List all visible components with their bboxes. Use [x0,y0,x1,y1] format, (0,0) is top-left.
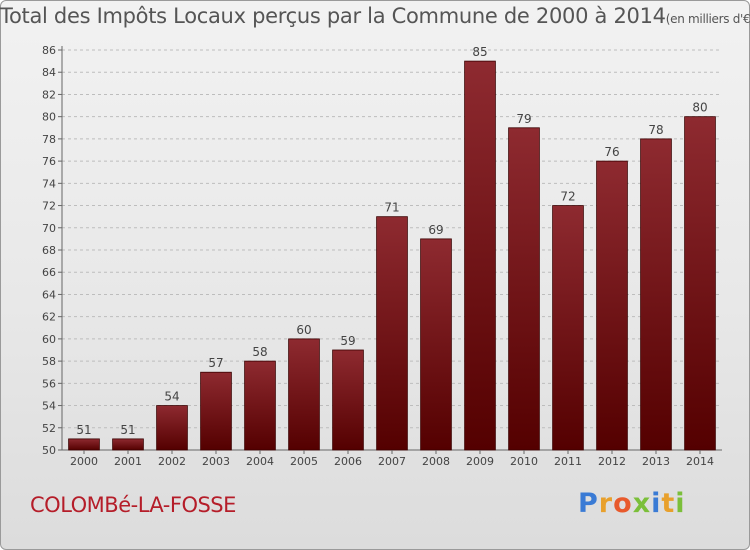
x-tick-label: 2000 [70,455,98,468]
x-tick-label: 2011 [554,455,582,468]
y-tick-label: 62 [42,311,56,324]
x-tick-label: 2014 [686,455,714,468]
y-tick-label: 52 [42,422,56,435]
y-tick-label: 80 [42,111,56,124]
data-label: 72 [560,190,575,204]
y-tick-label: 64 [42,288,56,301]
data-label: 79 [516,112,531,126]
data-label: 85 [472,45,487,59]
data-label: 51 [120,423,135,437]
brand-letter: i [651,488,662,519]
y-tick-label: 86 [42,44,56,57]
y-tick-label: 72 [42,200,56,213]
brand-letter: P [578,488,599,519]
bar [112,438,144,451]
bar [420,238,452,451]
x-tick-label: 2010 [510,455,538,468]
bar [68,438,100,451]
data-label: 69 [428,223,443,237]
data-label: 80 [692,101,707,115]
x-tick-label: 2007 [378,455,406,468]
brand-letter: i [675,488,686,519]
y-tick-label: 84 [42,66,56,79]
y-tick-label: 74 [42,177,56,190]
x-tick-label: 2005 [290,455,318,468]
bar [288,338,320,451]
data-label: 71 [384,201,399,215]
x-tick-label: 2008 [422,455,450,468]
y-tick-label: 78 [42,133,56,146]
chart-title: Total des Impôts Locaux perçus par la Co… [0,4,750,28]
title-text: Total des Impôts Locaux perçus par la Co… [0,4,666,28]
y-tick-label: 60 [42,333,56,346]
proxiti-logo[interactable]: Proxiti [578,488,686,519]
brand-letter: r [598,488,614,519]
y-tick-label: 68 [42,244,56,257]
data-label: 54 [164,390,179,404]
bar [464,60,496,451]
data-label: 78 [648,123,663,137]
bar [640,138,672,451]
y-tick-label: 66 [42,266,56,279]
brand-letter: x [632,488,652,519]
bar [156,405,188,451]
title-unit: (en milliers d'€) [665,12,750,26]
y-tick-label: 70 [42,222,56,235]
data-label: 58 [252,345,267,359]
x-tick-label: 2012 [598,455,626,468]
x-tick-label: 2013 [642,455,670,468]
x-tick-label: 2001 [114,455,142,468]
bar [332,349,364,451]
x-tick-label: 2004 [246,455,274,468]
y-tick-label: 56 [42,377,56,390]
bar [244,360,276,451]
y-tick-label: 50 [42,444,56,457]
data-label: 57 [208,356,223,370]
data-label: 59 [340,334,355,348]
x-tick-label: 2009 [466,455,494,468]
x-tick-label: 2002 [158,455,186,468]
y-tick-label: 54 [42,400,56,413]
y-tick-label: 76 [42,155,56,168]
bars: 51 51 54 57 58 60 59 71 69 85 79 72 76 78 80 [68,45,716,451]
y-tick-label: 58 [42,355,56,368]
bar [684,116,716,451]
bar [508,127,540,451]
x-tick-label: 2006 [334,455,362,468]
brand-letter: t [661,488,676,519]
y-axis-ticks: 50 52 54 56 58 60 62 64 66 68 70 72 74 76 78 80 82 84 86 [42,44,62,457]
data-label: 51 [76,423,91,437]
brand-letter: o [613,488,633,519]
bar [200,371,232,451]
x-tick-label: 2003 [202,455,230,468]
x-axis-ticks: 2000 2001 2002 2003 2004 2005 2006 2007 2008 2009… [70,450,714,468]
data-label: 60 [296,323,311,337]
bar [552,205,584,451]
y-tick-label: 82 [42,88,56,101]
data-label: 76 [604,145,619,159]
commune-name: COLOMBé-LA-FOSSE [30,493,236,517]
bar [376,216,408,451]
bar [596,160,628,451]
